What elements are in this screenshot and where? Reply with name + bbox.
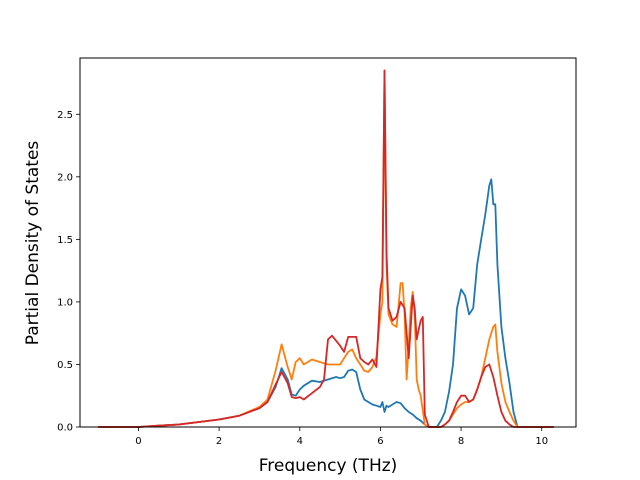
series-lines: [98, 69, 554, 428]
x-tick-label: 2: [216, 436, 222, 447]
y-tick-label: 2.5: [57, 110, 73, 121]
y-axis-label: Partial Density of States: [23, 141, 43, 346]
series-line-3: [98, 69, 554, 428]
x-axis-label: Frequency (THz): [259, 456, 398, 476]
x-tick-label: 6: [377, 436, 383, 447]
x-tick-label: 10: [535, 436, 548, 447]
y-tick-label: 2.0: [57, 172, 73, 183]
plot-frame: [79, 57, 577, 428]
y-tick-label: 0.5: [57, 360, 73, 371]
y-tick-label: 1.0: [57, 297, 73, 308]
y-tick-label: 0.0: [57, 423, 73, 434]
y-axis-ticks: 0.0 0.5 1.0 1.5 2.0 2.5: [57, 110, 80, 434]
y-tick-label: 1.5: [57, 235, 73, 246]
x-tick-label: 0: [135, 436, 141, 447]
x-tick-label: 4: [297, 436, 303, 447]
x-tick-label: 8: [458, 436, 464, 447]
x-axis-ticks: 0 2 4 6 8 10: [135, 427, 548, 447]
